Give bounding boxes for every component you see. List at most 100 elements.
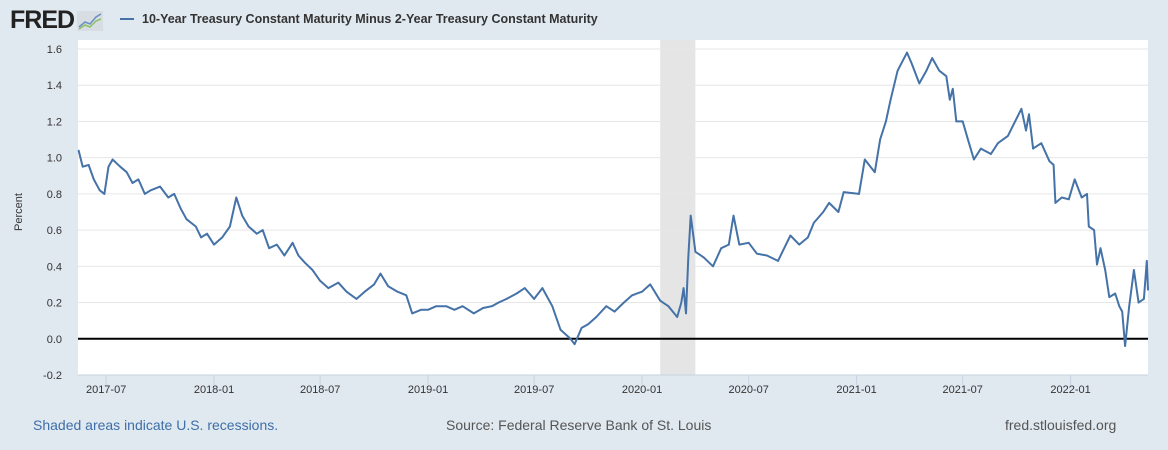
data-point <box>1025 129 1027 132</box>
data-point <box>453 309 456 311</box>
data-point <box>125 171 128 173</box>
data-point <box>131 182 134 184</box>
data-point <box>828 202 830 204</box>
x-tick-label: 2021-01 <box>836 384 876 396</box>
data-point <box>990 153 992 155</box>
data-point <box>659 299 661 302</box>
x-tick-label: 2017-07 <box>86 384 126 396</box>
data-point <box>435 305 438 307</box>
data-point <box>702 256 705 259</box>
data-point <box>1147 289 1149 291</box>
data-point <box>1028 113 1030 115</box>
data-point <box>766 254 768 257</box>
data-point <box>319 280 321 282</box>
data-point <box>858 193 860 195</box>
data-point <box>256 232 258 235</box>
x-tick-label: 2018-07 <box>300 384 340 396</box>
y-tick-label: 1.4 <box>47 80 62 92</box>
x-tick-label: 2018-01 <box>194 384 234 396</box>
data-point <box>1099 247 1102 250</box>
data-point <box>427 309 429 311</box>
data-point <box>1080 196 1083 199</box>
data-point <box>694 251 697 253</box>
data-point <box>159 185 161 188</box>
data-point <box>727 243 730 246</box>
data-point <box>445 305 447 307</box>
data-point <box>559 328 562 331</box>
data-point <box>623 301 625 304</box>
y-tick-label: 1.6 <box>47 44 62 56</box>
fred-chart-icon <box>77 10 104 31</box>
site-link[interactable]: fred.stlouisfed.org <box>1005 417 1117 433</box>
data-point <box>732 214 735 217</box>
data-point <box>1137 301 1140 304</box>
data-point <box>1052 164 1055 166</box>
y-tick-label: 0.2 <box>47 298 62 310</box>
data-point <box>906 51 908 54</box>
data-point <box>682 287 685 289</box>
data-point <box>1020 107 1023 110</box>
data-point <box>687 256 690 259</box>
legend-swatch <box>120 18 134 20</box>
y-tick-label: 0.4 <box>47 261 62 273</box>
data-point <box>910 62 913 65</box>
y-tick-label: 0.0 <box>47 334 62 346</box>
data-point <box>1143 298 1145 300</box>
data-point <box>337 281 340 284</box>
data-point <box>275 243 278 246</box>
data-point <box>304 261 306 264</box>
data-point <box>461 305 464 307</box>
x-tick-label: 2019-07 <box>514 384 554 396</box>
data-point <box>420 309 422 311</box>
x-tick-label: 2019-01 <box>408 384 448 396</box>
data-point <box>1133 269 1135 271</box>
data-point <box>676 316 678 318</box>
data-point <box>873 171 876 173</box>
data-point <box>345 290 348 293</box>
plot-area <box>78 40 1148 375</box>
data-point <box>261 229 264 231</box>
data-point <box>247 225 250 228</box>
data-point <box>945 75 948 77</box>
data-point <box>515 292 518 295</box>
recession-note-link[interactable]: Shaded areas indicate U.S. recessions. <box>33 417 279 433</box>
source-text: Source: Federal Reserve Bank of St. Loui… <box>446 417 712 433</box>
data-point <box>472 312 475 315</box>
data-point <box>551 305 554 307</box>
data-point <box>949 98 951 101</box>
data-point <box>200 236 202 239</box>
data-point <box>789 234 792 237</box>
data-point <box>879 138 881 141</box>
fred-logo-text: FRED <box>10 6 75 34</box>
data-point <box>1007 135 1009 137</box>
data-point <box>980 147 982 150</box>
data-point <box>667 305 670 307</box>
data-point <box>580 327 583 329</box>
data-point <box>649 283 652 286</box>
data-point <box>938 69 941 72</box>
data-point <box>798 243 800 246</box>
data-point <box>738 243 741 246</box>
data-point <box>613 310 616 313</box>
data-point <box>355 298 358 300</box>
data-point <box>925 69 928 72</box>
data-point <box>111 158 114 161</box>
data-point <box>822 211 824 213</box>
recession-shading <box>660 40 696 375</box>
data-point <box>896 69 899 72</box>
data-point <box>747 241 750 244</box>
data-point <box>1096 263 1098 266</box>
data-point <box>213 243 215 246</box>
data-point <box>573 343 576 346</box>
data-point <box>1118 305 1121 307</box>
data-point <box>144 193 146 195</box>
data-point <box>931 57 934 59</box>
data-point <box>1054 202 1057 204</box>
fred-logo[interactable]: FRED <box>10 6 104 35</box>
data-point <box>541 287 544 289</box>
data-point <box>268 247 270 250</box>
y-tick-label: 0.8 <box>47 189 62 201</box>
data-point <box>1040 142 1043 144</box>
data-point <box>885 120 887 123</box>
data-point <box>533 298 535 300</box>
